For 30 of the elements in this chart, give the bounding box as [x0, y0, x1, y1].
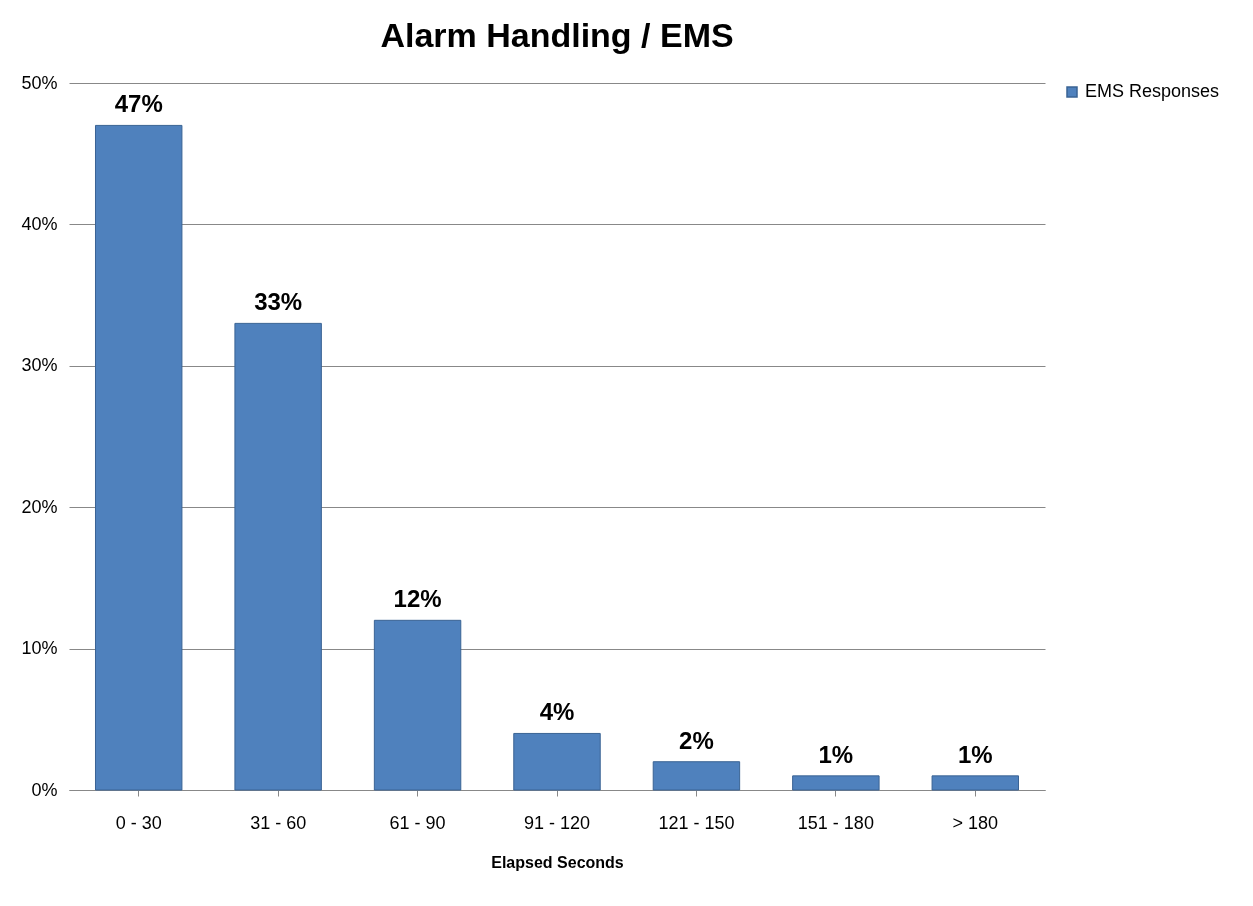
x-axis-title: Elapsed Seconds — [491, 853, 624, 871]
data-label: 1% — [957, 740, 993, 768]
bar — [94, 124, 183, 791]
legend-label: EMS Responses — [1085, 81, 1220, 101]
bar — [931, 775, 1020, 791]
data-label: 12% — [393, 585, 442, 613]
chart-title: Alarm Handling / EMS — [380, 16, 734, 54]
x-tick-label: 91 - 120 — [523, 812, 591, 833]
x-tick-label: 121 - 150 — [658, 812, 735, 833]
x-tick-label: 151 - 180 — [797, 812, 874, 833]
x-tick-label: 61 - 90 — [389, 812, 446, 833]
x-tick-label: 31 - 60 — [250, 812, 307, 833]
data-label: 47% — [114, 90, 163, 118]
y-tick-label: 20% — [21, 496, 58, 517]
y-tick-label: 10% — [21, 638, 58, 659]
y-tick-label: 30% — [21, 355, 58, 376]
y-tick-label: 0% — [31, 779, 58, 800]
bar — [652, 761, 741, 791]
y-tick-label: 50% — [21, 72, 58, 93]
x-tick-label: > 180 — [952, 812, 999, 833]
bar — [513, 732, 601, 791]
data-label: 2% — [679, 726, 714, 754]
bar — [373, 619, 462, 791]
data-label: 1% — [818, 740, 854, 768]
x-tick-label: 0 - 30 — [115, 812, 162, 833]
y-tick-label: 40% — [21, 213, 58, 234]
bar — [792, 775, 880, 791]
bar — [234, 322, 322, 791]
data-label: 4% — [539, 698, 575, 726]
data-label: 33% — [254, 288, 303, 316]
